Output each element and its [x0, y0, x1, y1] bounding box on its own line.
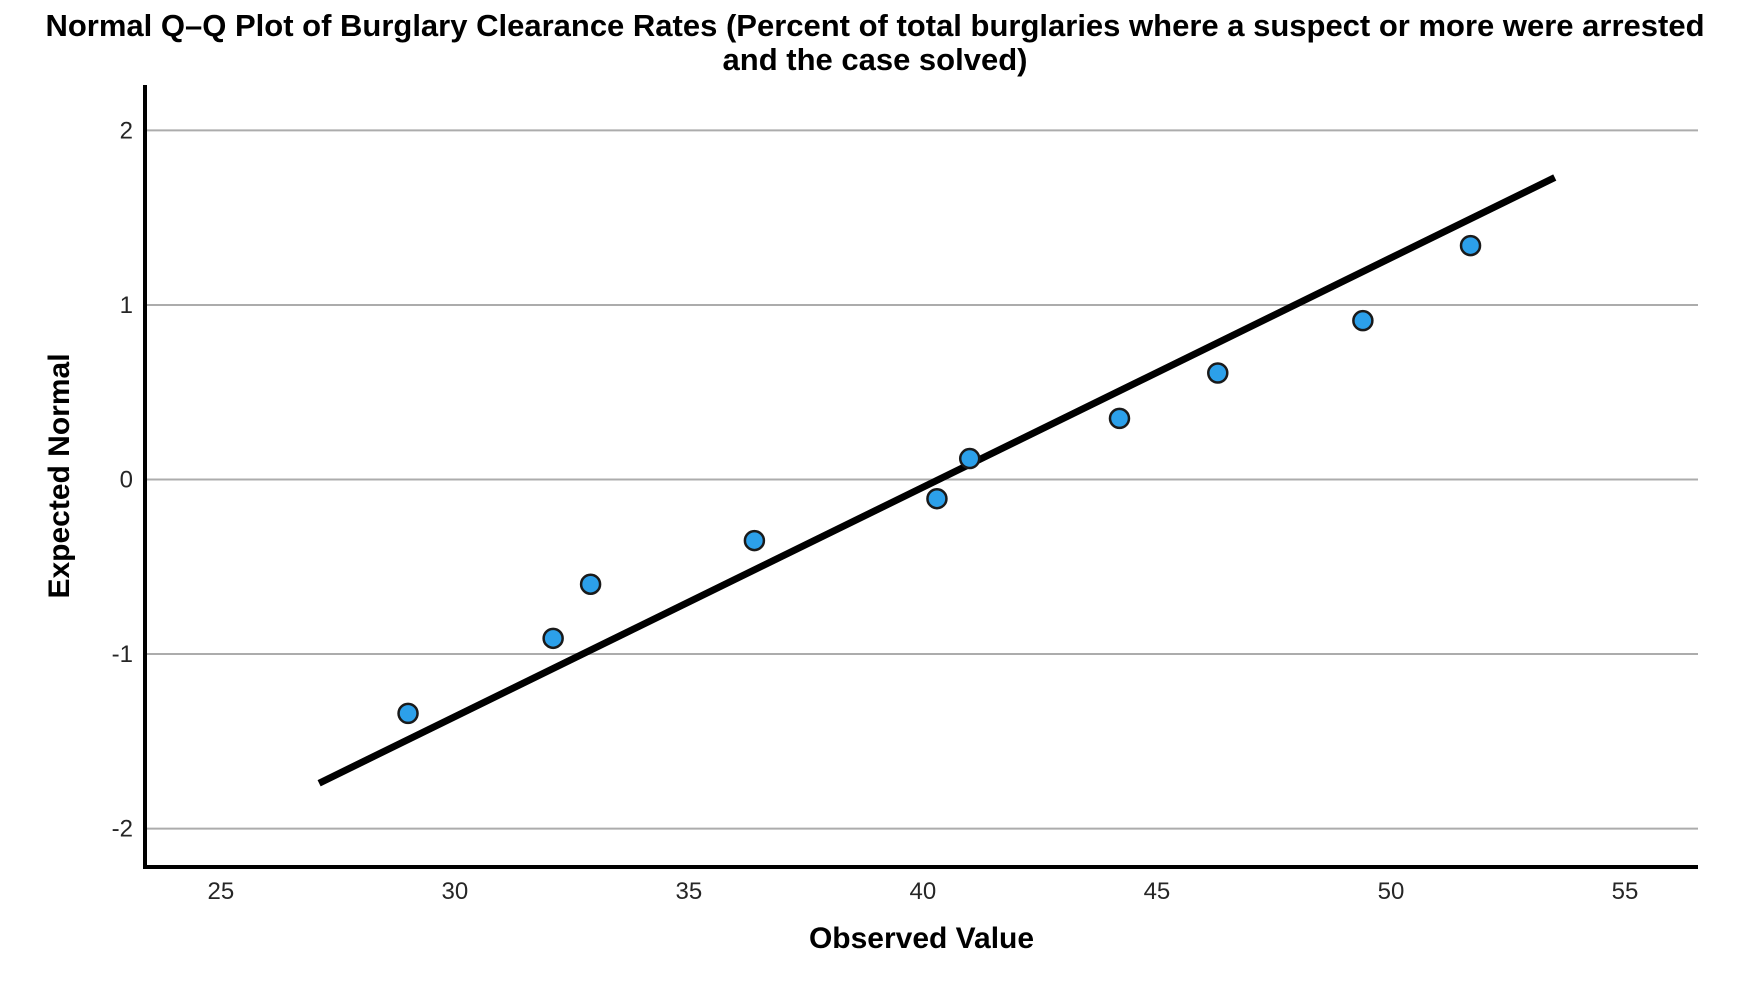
y-axis-title: Expected Normal [43, 353, 76, 599]
data-point [1352, 309, 1374, 332]
x-tick-label: 45 [1144, 878, 1171, 905]
data-point [1207, 362, 1229, 384]
x-tick-label: 25 [207, 878, 234, 905]
data-point [1108, 407, 1131, 430]
y-tick-label: 1 [120, 292, 133, 319]
data-point [958, 447, 981, 470]
data-point [743, 529, 766, 552]
chart-title: Normal Q–Q Plot of Burglary Clearance Ra… [45, 8, 1705, 78]
x-tick-label: 30 [441, 878, 468, 905]
x-axis-title: Observed Value [808, 922, 1035, 955]
data-point [397, 702, 419, 725]
y-tick-label: 2 [120, 117, 133, 144]
y-tick-label: -2 [112, 816, 133, 843]
data-point [1459, 234, 1482, 257]
x-tick-label: 40 [910, 878, 937, 905]
x-tick-label: 55 [1612, 878, 1639, 905]
y-tick-label: 0 [120, 466, 133, 493]
y-tick-label: -1 [112, 641, 133, 668]
normal-reference-line [317, 174, 1557, 787]
data-point [542, 627, 564, 650]
data-point [579, 573, 602, 595]
x-tick-label: 50 [1378, 878, 1405, 905]
data-point [926, 487, 948, 510]
x-tick-label: 35 [676, 878, 703, 905]
